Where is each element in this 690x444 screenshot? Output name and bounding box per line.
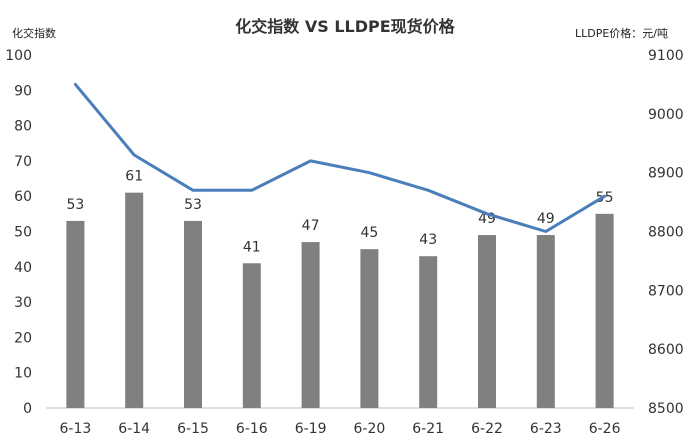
x-tick-label: 6-13: [60, 421, 92, 437]
left-tick-label: 10: [14, 366, 32, 382]
bar-data-label: 53: [184, 197, 202, 213]
bar: [184, 220, 202, 408]
left-tick-label: 0: [23, 401, 32, 417]
x-tick-label: 6-23: [530, 421, 562, 437]
x-tick-label: 6-19: [295, 421, 327, 437]
bar-data-label: 61: [125, 169, 143, 185]
bar-data-label: 45: [360, 225, 378, 241]
left-tick-label: 60: [14, 189, 32, 205]
line-series: [73, 82, 607, 233]
right-tick-label: 9000: [648, 107, 684, 123]
bar: [242, 263, 261, 408]
x-axis-ticks: 6-13 6-14 6-15 6-16 6-19 6-20 6-21 6-22 6-23 6-26: [60, 421, 621, 437]
right-tick-label: 8800: [648, 225, 684, 241]
bar-data-label: 43: [419, 232, 437, 248]
bar-data-label: 53: [66, 197, 84, 213]
right-axis-label: LLDPE价格：元/吨: [575, 26, 668, 40]
left-axis-label: 化交指数: [12, 26, 56, 40]
bar-data-label: 47: [302, 218, 320, 234]
bar: [360, 249, 379, 408]
bar: [301, 242, 320, 408]
right-tick-label: 9100: [648, 48, 684, 64]
x-tick-label: 6-20: [354, 421, 386, 437]
bar: [125, 192, 144, 408]
right-tick-label: 8700: [648, 283, 684, 299]
right-tick-label: 8900: [648, 166, 684, 182]
left-tick-label: 40: [14, 260, 32, 276]
bar: [66, 220, 85, 408]
x-tick-label: 6-15: [177, 421, 209, 437]
x-tick-label: 6-22: [471, 421, 503, 437]
left-tick-label: 30: [14, 295, 32, 311]
x-tick-label: 6-16: [236, 421, 268, 437]
bar-data-label: 49: [537, 211, 555, 227]
left-tick-label: 50: [14, 225, 32, 241]
x-tick-label: 6-14: [118, 421, 150, 437]
right-tick-label: 8600: [648, 342, 684, 358]
left-tick-label: 90: [14, 83, 32, 99]
x-tick-label: 6-26: [589, 421, 621, 437]
right-axis-ticks: 8500 8600 8700 8800 8900 9000 9100: [648, 48, 684, 417]
bar-series: [66, 192, 614, 408]
left-tick-label: 80: [14, 119, 32, 135]
bar: [419, 256, 438, 408]
bar: [536, 235, 555, 408]
chart-title: 化交指数 VS LLDPE现货价格: [235, 17, 455, 36]
x-tick-label: 6-21: [412, 421, 444, 437]
left-tick-label: 20: [14, 330, 32, 346]
bar: [478, 235, 496, 408]
bar: [595, 213, 614, 408]
bar-data-label: 41: [243, 239, 261, 255]
left-tick-label: 100: [5, 48, 32, 64]
left-axis-ticks: 0 10 20 30 40 50 60 70 80 90 100: [5, 48, 32, 417]
right-tick-label: 8500: [648, 401, 684, 417]
price-line: [73, 82, 607, 233]
left-tick-label: 70: [14, 154, 32, 170]
